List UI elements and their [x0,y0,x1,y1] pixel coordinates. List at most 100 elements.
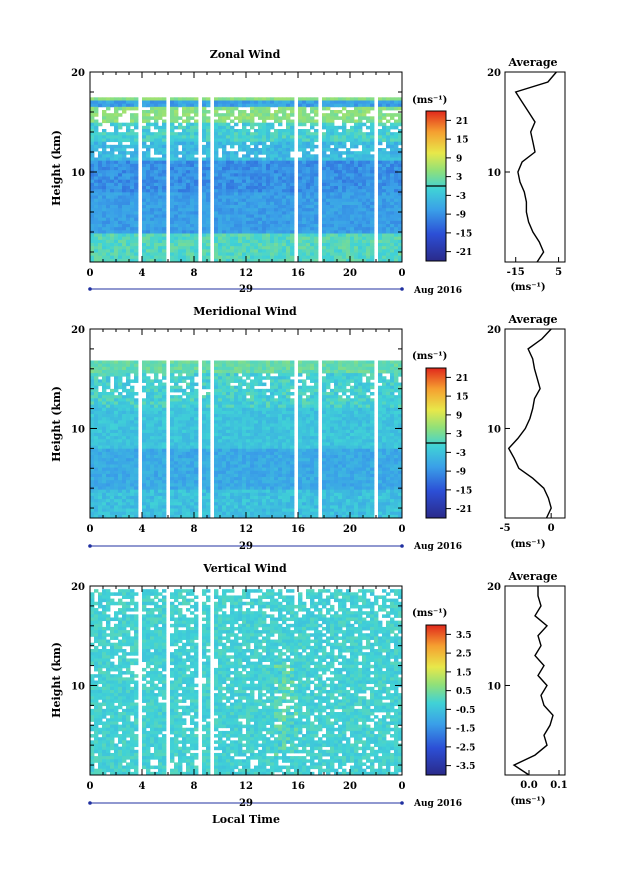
heatmap-cell [234,167,239,171]
heatmap-cell [170,410,175,415]
heatmap-cell [254,129,259,133]
heatmap-cell [94,141,99,146]
heatmap-cell [226,129,231,133]
heatmap-cell [202,157,207,162]
heatmap-cell [398,224,403,228]
heatmap-cell [214,451,219,456]
heatmap-cell [222,227,227,231]
heatmap-cell [110,173,115,177]
heatmap-cell [126,404,131,409]
heatmap-cell [158,385,163,390]
heatmap-cell [238,201,243,206]
heatmap-cell [226,198,231,203]
heatmap-cell [214,429,219,434]
heatmap-cell [358,173,363,177]
heatmap-cell [94,227,99,231]
heatmap-cell [330,179,335,184]
heatmap-cell [194,151,199,155]
heatmap-cell [214,477,219,481]
heatmap-cell [222,138,227,143]
heatmap-cell [214,458,219,462]
heatmap-cell [366,249,371,253]
heatmap-cell [154,214,159,219]
heatmap-cell [218,407,223,412]
heatmap-cell [238,110,243,114]
heatmap-cell [394,122,399,127]
heatmap-cell [178,442,183,446]
heatmap-cell [222,151,227,155]
heatmap-cell [234,151,239,155]
heatmap-cell [202,451,207,456]
heatmap-cell [310,122,315,127]
heatmap-cell [142,480,147,484]
heatmap-cell [194,201,199,206]
heatmap-cell [190,106,195,111]
heatmap-cell [334,110,339,114]
heatmap-cell [174,173,179,177]
heatmap-cell [130,211,135,215]
heatmap-cell [94,363,99,368]
heatmap-cell [354,132,359,136]
heatmap-cell [370,179,375,184]
heatmap-cell [206,227,211,231]
heatmap-cell [182,233,187,238]
heatmap-cell [90,239,95,244]
heatmap-cell [266,255,271,260]
heatmap-cell [390,233,395,238]
heatmap-cell [226,410,231,415]
heatmap-cell [390,160,395,165]
heatmap-cell [162,198,167,203]
heatmap-cell [386,239,391,244]
heatmap-cell [102,135,107,139]
heatmap-cell [106,160,111,165]
heatmap-cell [334,167,339,171]
heatmap-cell [306,243,311,247]
heatmap-cell [290,230,295,234]
heatmap-cell [110,239,115,244]
heatmap-cell [162,151,167,155]
heatmap-cell [310,154,315,158]
heatmap-cell [146,470,151,475]
heatmap-cell [202,369,207,374]
heatmap-cell [154,439,159,443]
heatmap-cell [106,144,111,149]
heatmap-cell [194,119,199,124]
heatmap-cell [230,97,235,101]
heatmap-cell [114,483,119,487]
heatmap-cell [102,426,107,431]
heatmap-cell [398,148,403,152]
heatmap-cell [150,473,155,478]
heatmap-cell [358,160,363,165]
heatmap-cell [394,160,399,165]
heatmap-cell [398,106,403,111]
heatmap-cell [146,480,151,484]
heatmap-cell [90,198,95,203]
heatmap-cell [358,135,363,139]
heatmap-cell [114,211,119,215]
heatmap-cell [182,420,187,424]
heatmap-cell [162,401,167,405]
heatmap-cell [162,373,167,377]
heatmap-cell [262,201,267,206]
heatmap-cell [370,201,375,206]
heatmap-cell [282,144,287,149]
heatmap-cell [214,385,219,390]
heatmap-cell [194,508,199,513]
heatmap-cell [174,220,179,225]
heatmap-cell [270,97,275,101]
heatmap-cell [310,201,315,206]
heatmap-cell [214,404,219,409]
heatmap-cell [362,141,367,146]
heatmap-cell [154,429,159,434]
heatmap-cell [114,505,119,509]
heatmap-cell [130,217,135,222]
heatmap-cell [182,470,187,475]
heatmap-cell [194,426,199,431]
heatmap-cell [226,110,231,114]
heatmap-cell [102,211,107,215]
heatmap-cell [226,360,231,365]
heatmap-cell [354,252,359,257]
heatmap-cell [90,432,95,437]
heatmap-cell [146,255,151,260]
heatmap-cell [170,151,175,155]
